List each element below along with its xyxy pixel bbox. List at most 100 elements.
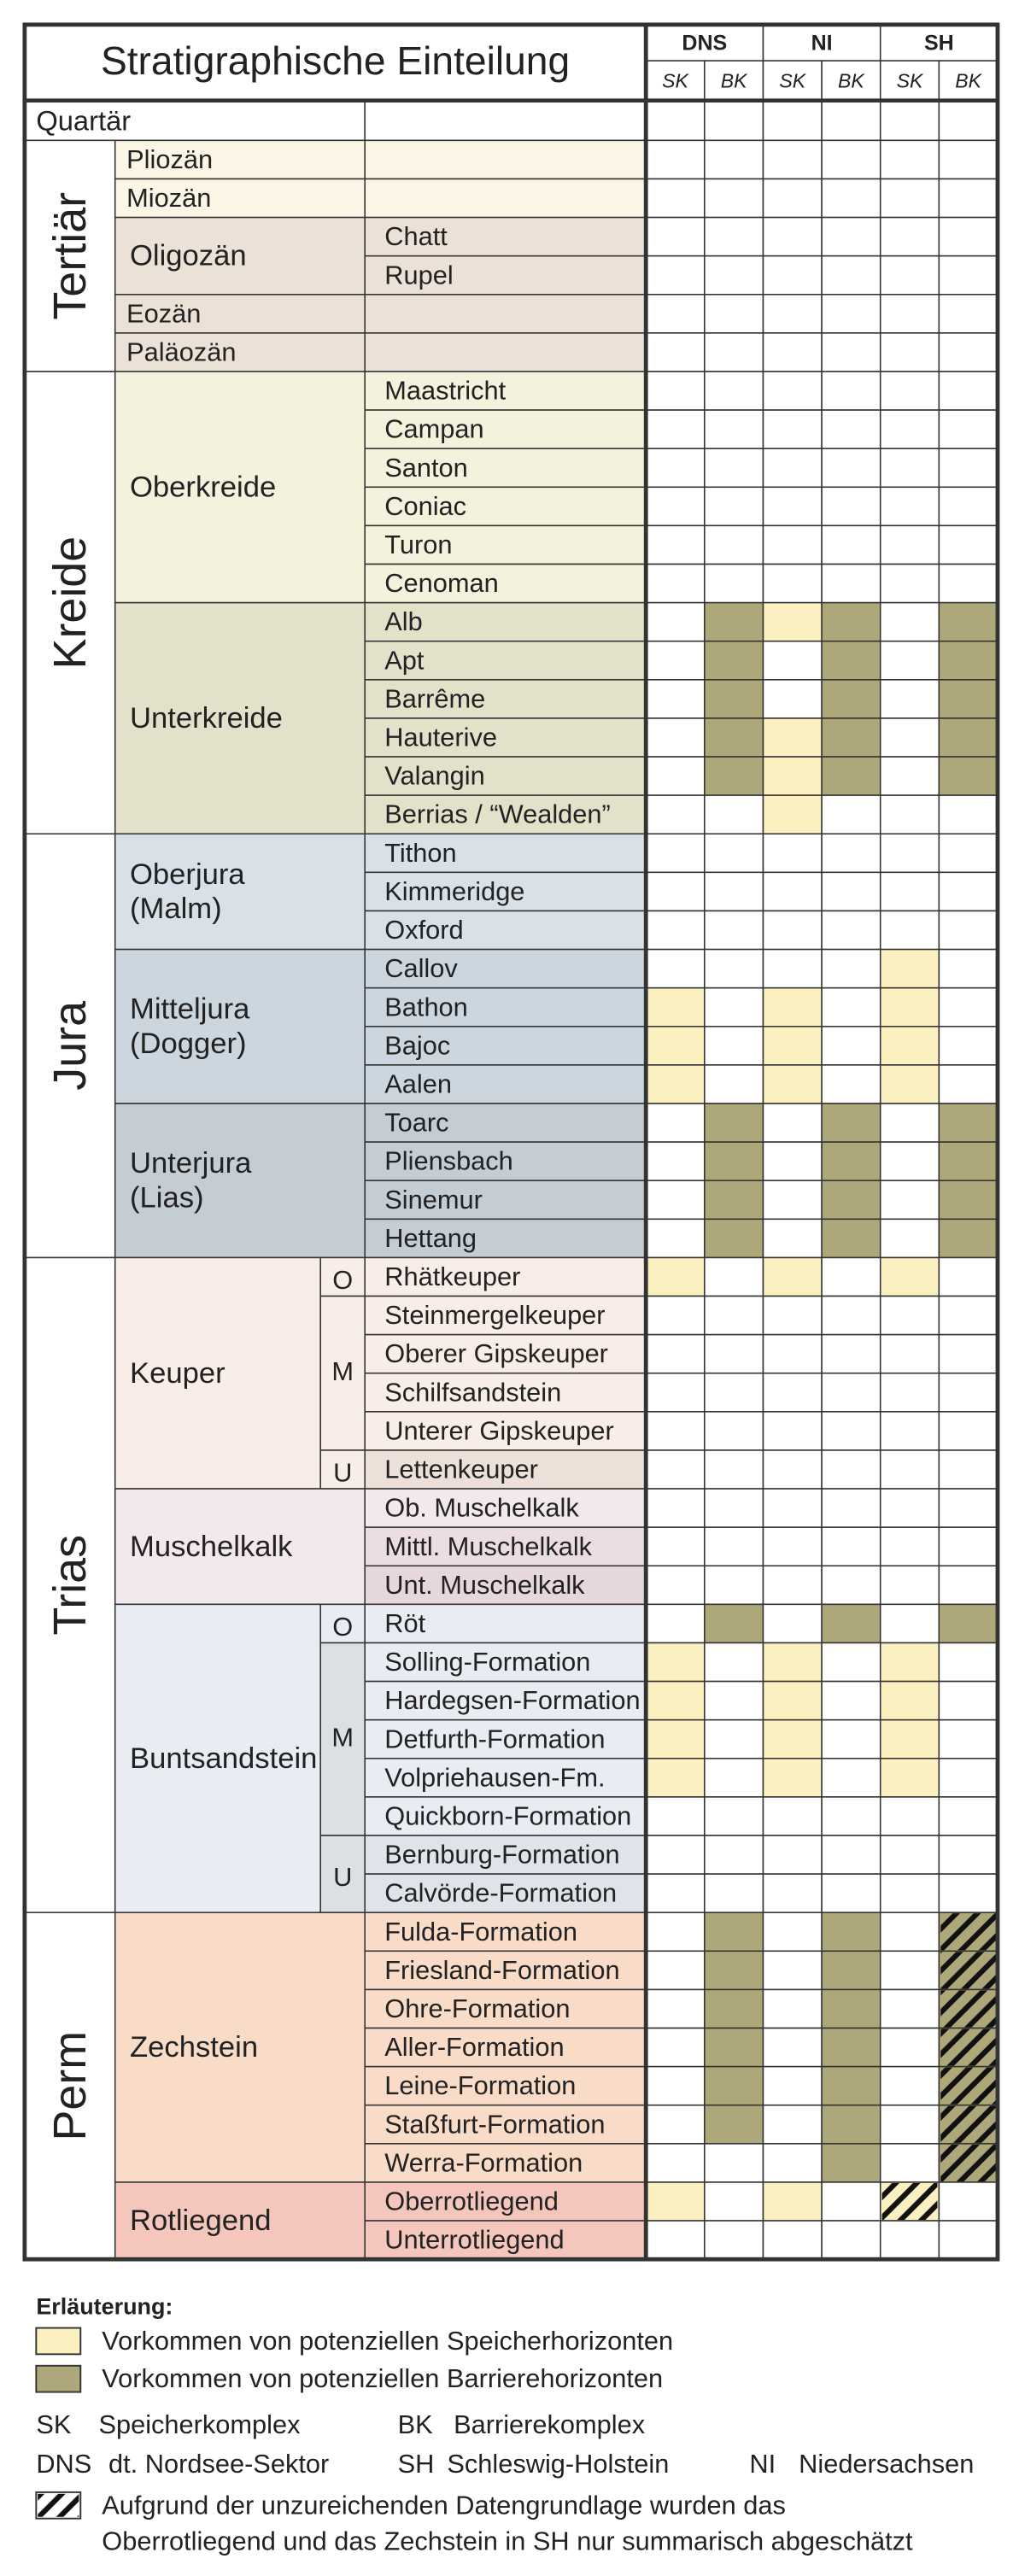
stage-label: Turon — [384, 530, 452, 559]
cell — [645, 524, 706, 565]
stage-cell — [364, 1333, 647, 1374]
cell — [645, 178, 706, 219]
column-label: SK — [662, 69, 689, 91]
stage-label: Pliensbach — [384, 1146, 513, 1176]
cell — [821, 2143, 881, 2183]
cell — [879, 524, 940, 565]
cell — [645, 871, 706, 912]
cell — [645, 1103, 706, 1143]
hatch — [940, 2029, 997, 2066]
stage-label: Bernburg-Formation — [384, 1840, 619, 1870]
period-cell — [24, 1256, 116, 1913]
stage-cell — [364, 178, 647, 219]
cell — [879, 448, 940, 489]
epoch-label: Oberkreide — [130, 471, 276, 503]
cell — [762, 2143, 823, 2183]
cell — [821, 1680, 881, 1721]
cell — [821, 601, 881, 642]
cell — [762, 1718, 823, 1759]
cell — [879, 2104, 940, 2145]
title: Stratigraphische Einteilung — [101, 38, 570, 83]
cell — [645, 1333, 706, 1374]
cell — [645, 563, 706, 604]
cell — [879, 756, 940, 796]
cell — [645, 601, 706, 642]
cell — [762, 1333, 823, 1374]
abbr-code: SK — [36, 2409, 72, 2439]
epoch-label: Muschelkalk — [130, 1531, 293, 1563]
epoch-label: (Malm) — [130, 893, 222, 925]
cell — [879, 1064, 940, 1104]
cell — [821, 910, 881, 951]
stage-label: Valangin — [384, 761, 484, 791]
cell — [821, 871, 881, 912]
stage-label: Unterer Gipskeuper — [384, 1415, 614, 1445]
cell — [879, 1680, 940, 1721]
cell — [821, 1488, 881, 1528]
cell — [821, 2104, 881, 2145]
cell — [704, 1526, 764, 1567]
cell — [821, 1064, 881, 1104]
legend-note: Aufgrund der unzureichenden Datengrundla… — [102, 2490, 786, 2520]
cell — [821, 1026, 881, 1066]
epoch-cell — [114, 139, 366, 180]
cell — [645, 139, 706, 180]
cell — [645, 1488, 706, 1528]
cell — [938, 794, 999, 835]
epoch-cell — [114, 1912, 366, 2183]
stage-cell — [364, 1565, 647, 1606]
cell — [938, 101, 999, 142]
cell — [704, 871, 764, 912]
cell — [704, 601, 764, 642]
cell — [645, 794, 706, 835]
stage-label: Friesland-Formation — [384, 1955, 619, 1985]
cell — [704, 1950, 764, 1991]
sub-cell — [319, 1256, 366, 1297]
cell — [938, 871, 999, 912]
epoch-cell — [114, 2181, 366, 2260]
stage-label: Campan — [384, 414, 483, 444]
stage-label: Ohre-Formation — [384, 1993, 570, 2023]
stage-label: Solling-Formation — [384, 1647, 590, 1677]
cell — [762, 1680, 823, 1721]
period-cell — [24, 833, 116, 1259]
cell — [879, 1873, 940, 1913]
stage-cell — [364, 910, 647, 951]
stage-cell — [364, 1026, 647, 1066]
sub-cell — [319, 1295, 366, 1451]
cell — [821, 1141, 881, 1181]
epoch-label: (Lias) — [130, 1181, 204, 1214]
stage-label: Leine-Formation — [384, 2070, 576, 2100]
cell — [762, 2181, 823, 2222]
hatch — [940, 1990, 997, 2028]
stage-label: Barrême — [384, 683, 485, 713]
stage-label: Schilfsandstein — [384, 1377, 561, 1407]
epoch-label: Oberjura — [130, 858, 245, 891]
stage-cell — [364, 139, 647, 180]
cell — [762, 1758, 823, 1798]
cell — [762, 794, 823, 835]
cell — [704, 1449, 764, 1490]
hatch — [940, 1952, 997, 1989]
cell — [821, 1758, 881, 1798]
cell — [938, 1526, 999, 1567]
sub-label: O — [332, 1265, 353, 1295]
cell — [645, 1950, 706, 1991]
stage-cell — [364, 486, 647, 527]
cell — [762, 1835, 823, 1875]
cell — [938, 178, 999, 219]
cell — [762, 178, 823, 219]
cell — [879, 1180, 940, 1221]
cell — [938, 524, 999, 565]
cell — [645, 1603, 706, 1644]
cell — [645, 1180, 706, 1221]
stage-cell — [364, 2220, 647, 2260]
cell — [821, 640, 881, 681]
cell — [879, 1988, 940, 2029]
cell — [762, 2065, 823, 2106]
cell — [821, 794, 881, 835]
cell — [879, 1295, 940, 1336]
sub-label: O — [332, 1612, 353, 1642]
cell — [762, 2027, 823, 2068]
